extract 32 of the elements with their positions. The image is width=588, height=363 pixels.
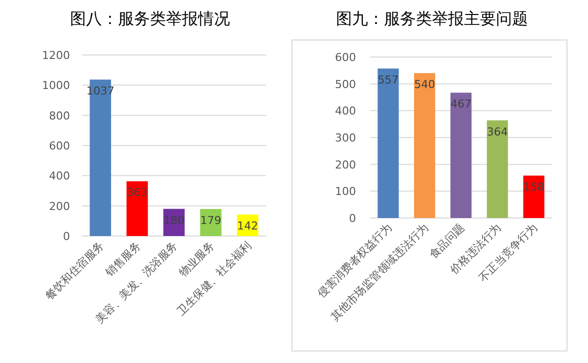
bar: [486, 120, 508, 218]
y-tick-label: 200: [335, 158, 356, 172]
y-tick-label: 200: [49, 200, 70, 213]
y-tick-label: 400: [335, 104, 356, 118]
bar: [126, 181, 148, 236]
data-label: 363: [126, 186, 148, 200]
y-tick-label: 800: [49, 109, 70, 122]
data-label: 467: [450, 98, 472, 111]
chart-title: 图九：服务类举报主要问题: [336, 9, 528, 28]
y-tick-label: 1000: [42, 79, 70, 92]
y-tick-label: 500: [335, 78, 356, 91]
y-tick-label: 100: [335, 185, 356, 198]
data-label: 540: [414, 78, 436, 92]
bar: [378, 68, 399, 218]
bar: [414, 73, 436, 218]
data-label: 364: [486, 125, 508, 138]
data-label: 180: [164, 214, 184, 227]
y-tick-label: 0: [349, 212, 356, 225]
y-tick-label: 1200: [42, 49, 70, 62]
data-label: 142: [237, 220, 258, 233]
bar: [523, 176, 544, 218]
y-tick-label: 300: [335, 132, 356, 144]
y-tick-label: 400: [49, 170, 70, 183]
x-tick-label: 物业服务: [176, 238, 217, 280]
chart-title: 图八：服务类举报情况: [70, 9, 230, 28]
data-label: 158: [523, 180, 544, 194]
bar: [450, 92, 472, 218]
y-tick-label: 600: [49, 140, 70, 152]
y-tick-label: 600: [335, 51, 356, 64]
bar: [90, 80, 112, 236]
data-label: 557: [378, 74, 399, 87]
data-label: 179: [200, 214, 222, 227]
